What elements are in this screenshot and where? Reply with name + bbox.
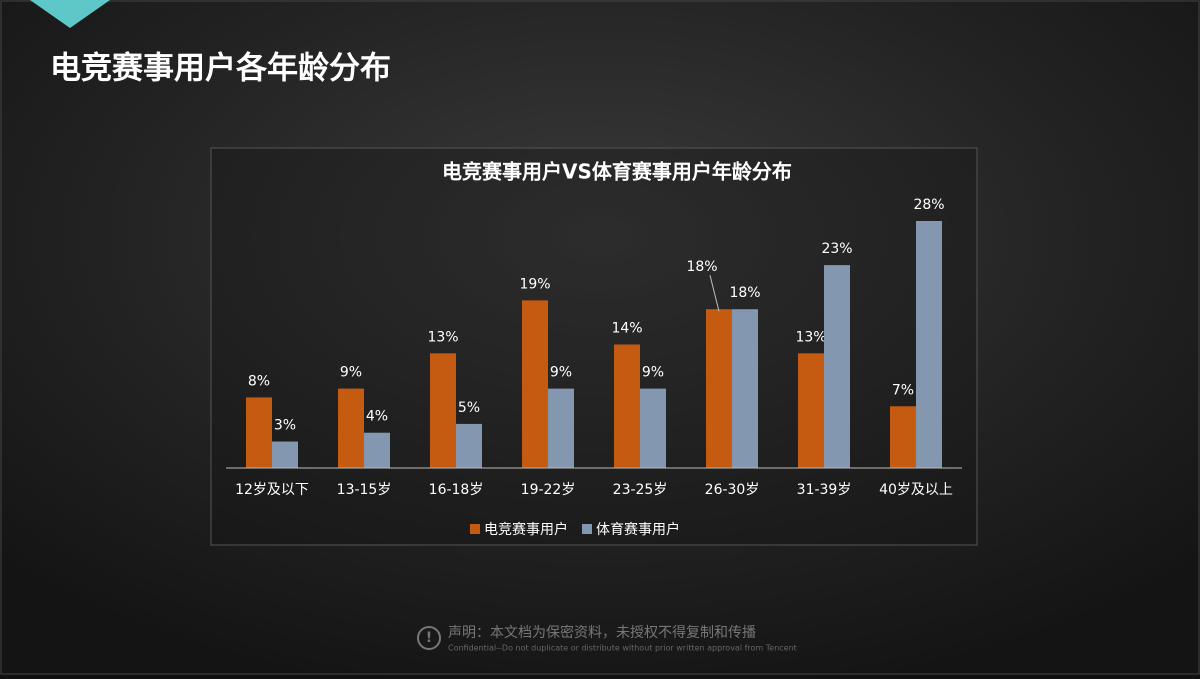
value-label: 9% bbox=[642, 365, 664, 381]
bar bbox=[456, 423, 482, 468]
bar bbox=[272, 441, 298, 468]
value-label: 8% bbox=[248, 373, 270, 389]
leader-line bbox=[709, 275, 720, 312]
value-label: 3% bbox=[274, 418, 296, 434]
legend-swatch bbox=[582, 524, 592, 534]
confidential-text: Confidential--Do not duplicate or distri… bbox=[448, 644, 797, 653]
x-tick-label: 40岁及以上 bbox=[879, 482, 953, 498]
x-tick-label: 13-15岁 bbox=[337, 482, 392, 498]
value-label: 13% bbox=[427, 329, 458, 345]
value-label: 28% bbox=[913, 197, 944, 213]
corner-accent bbox=[30, 0, 110, 28]
bar bbox=[548, 388, 574, 468]
bar bbox=[614, 344, 640, 468]
bar bbox=[890, 406, 916, 468]
value-label: 14% bbox=[611, 321, 642, 337]
x-tick-label: 31-39岁 bbox=[797, 482, 852, 498]
chart-title: 电竞赛事用户VS体育赛事用户年龄分布 bbox=[442, 160, 792, 184]
bar bbox=[640, 388, 666, 468]
bar bbox=[916, 221, 942, 468]
x-tick-label: 16-18岁 bbox=[429, 482, 484, 498]
value-label: 18% bbox=[729, 285, 760, 301]
legend-label: 电竞赛事用户 bbox=[484, 521, 568, 538]
value-label: 5% bbox=[458, 400, 480, 416]
value-label: 13% bbox=[795, 329, 826, 345]
bar bbox=[430, 353, 456, 468]
value-label: 9% bbox=[550, 365, 572, 381]
bar bbox=[246, 397, 272, 468]
x-tick-label: 19-22岁 bbox=[521, 482, 576, 498]
bar bbox=[824, 265, 850, 468]
x-tick-label: 23-25岁 bbox=[613, 482, 668, 498]
slide-title: 电竞赛事用户各年龄分布 bbox=[50, 51, 391, 87]
value-label: 19% bbox=[519, 276, 550, 292]
value-label: 9% bbox=[340, 365, 362, 381]
notice-icon bbox=[417, 626, 441, 650]
notice-text: 声明：本文档为保密资料，未授权不得复制和传播 bbox=[448, 624, 756, 641]
legend-swatch bbox=[470, 524, 480, 534]
value-label: 4% bbox=[366, 409, 388, 425]
bar bbox=[706, 309, 732, 468]
plot: 12岁及以下 8% 3% 13-15岁 9% 4% 16-18岁 13% 5% 19-22岁 19%… bbox=[226, 197, 962, 538]
bar bbox=[798, 353, 824, 468]
bar bbox=[522, 300, 548, 468]
x-tick-label: 12岁及以下 bbox=[235, 482, 309, 498]
legend-label: 体育赛事用户 bbox=[596, 521, 680, 538]
chart-box bbox=[210, 147, 978, 546]
x-tick-label: 26-30岁 bbox=[705, 482, 760, 498]
value-label: 7% bbox=[892, 382, 914, 398]
notice-icon-mark: ! bbox=[426, 630, 432, 646]
bar bbox=[732, 309, 758, 468]
bar bbox=[338, 388, 364, 468]
value-label: 23% bbox=[821, 241, 852, 257]
value-label: 18% bbox=[686, 259, 717, 275]
bar bbox=[364, 432, 390, 468]
